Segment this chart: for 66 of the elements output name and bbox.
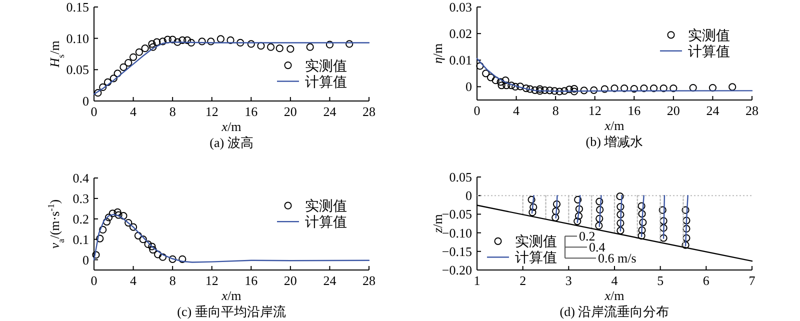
text: (c) 垂向平均沿岸流 xyxy=(177,304,286,319)
legend-label: 计算值 xyxy=(305,74,347,90)
y-tick-label: 0.2 xyxy=(72,211,89,226)
x-tick-label: 8 xyxy=(169,273,176,288)
x-tick-label: 20 xyxy=(666,103,680,118)
legend: 实测值 计算值 xyxy=(277,59,347,90)
x-tick-label: 16 xyxy=(244,104,258,119)
x-tick-label: 3 xyxy=(565,273,572,288)
y-tick-label: 0 xyxy=(466,188,472,204)
x-tick-label: 7 xyxy=(748,273,756,288)
x-tick-label: 5 xyxy=(657,273,664,288)
x-tick-label: 20 xyxy=(284,273,297,288)
y-tick-label: 0.4 xyxy=(72,170,90,186)
y-tick-label: −0.20 xyxy=(442,262,472,278)
x-tick-label: 28 xyxy=(362,273,376,288)
text: (b) 增减水 xyxy=(586,134,644,149)
y-tick-label: 0.01 xyxy=(449,52,472,68)
y-tick-label: 0.05 xyxy=(66,62,89,78)
legend: 实测值 计算值 xyxy=(277,200,347,231)
x-tick-label: 24 xyxy=(706,103,720,118)
x-tick-label: 4 xyxy=(130,273,138,288)
y-tick-label: 0.10 xyxy=(66,30,89,46)
x-tick-label: 4 xyxy=(130,104,138,119)
x-axis-title: x/m xyxy=(604,288,624,303)
x-tick-label: 8 xyxy=(552,103,559,118)
x-tick-label: 12 xyxy=(205,104,218,119)
y-tick-label: 0.3 xyxy=(72,190,89,206)
x-tick-label: 8 xyxy=(169,104,176,119)
legend-label: 实测值 xyxy=(688,28,730,44)
y-tick-label: 0.03 xyxy=(449,0,472,14)
y-axis-title: η/m xyxy=(430,43,445,64)
x-axis-title: x/m xyxy=(220,288,242,303)
x-tick-label: 12 xyxy=(205,273,218,288)
legend: 实测值 计算值 xyxy=(487,235,557,266)
x-tick-label: 2 xyxy=(520,273,526,288)
x-axis-title: x/m xyxy=(220,119,242,134)
x-tick-label: 28 xyxy=(746,103,758,118)
y-tick-label: 0 xyxy=(82,252,89,268)
text: (a) 波高 xyxy=(210,135,254,150)
legend-label: 实测值 xyxy=(305,198,347,215)
legend-label: 计算值 xyxy=(688,44,730,60)
y-tick-label: 0.15 xyxy=(66,0,89,14)
x-axis-title: x/m xyxy=(604,118,624,133)
legend-label: 计算值 xyxy=(305,214,347,231)
x-tick-label: 4 xyxy=(513,103,520,118)
legend-label: 计算值 xyxy=(515,250,557,266)
x-tick-label: 4 xyxy=(611,273,618,288)
y-tick-label: 0 xyxy=(82,94,89,108)
x-tick-label: 6 xyxy=(702,273,710,288)
text: (d) 沿岸流垂向分布 xyxy=(560,304,670,319)
x-tick-label: 24 xyxy=(323,273,337,288)
legend-label: 实测值 xyxy=(305,58,347,74)
legend: 实测值 计算值 xyxy=(660,28,730,60)
y-tick-label: −0.15 xyxy=(442,244,472,259)
x-tick-label: 12 xyxy=(588,103,602,118)
x-tick-label: 20 xyxy=(284,104,297,119)
y-tick-label: 0.02 xyxy=(449,26,472,42)
y-tick-label: 0.05 xyxy=(449,170,472,184)
y-tick-label: 0 xyxy=(466,79,472,94)
y-tick-label: 0.1 xyxy=(72,232,89,247)
x-tick-label: 24 xyxy=(323,104,337,119)
legend-label: 实测值 xyxy=(515,234,557,250)
x-tick-label: 28 xyxy=(362,104,376,119)
x-tick-label: 1 xyxy=(474,273,480,288)
x-tick-label: 16 xyxy=(628,103,642,118)
x-tick-label: 16 xyxy=(244,273,258,288)
